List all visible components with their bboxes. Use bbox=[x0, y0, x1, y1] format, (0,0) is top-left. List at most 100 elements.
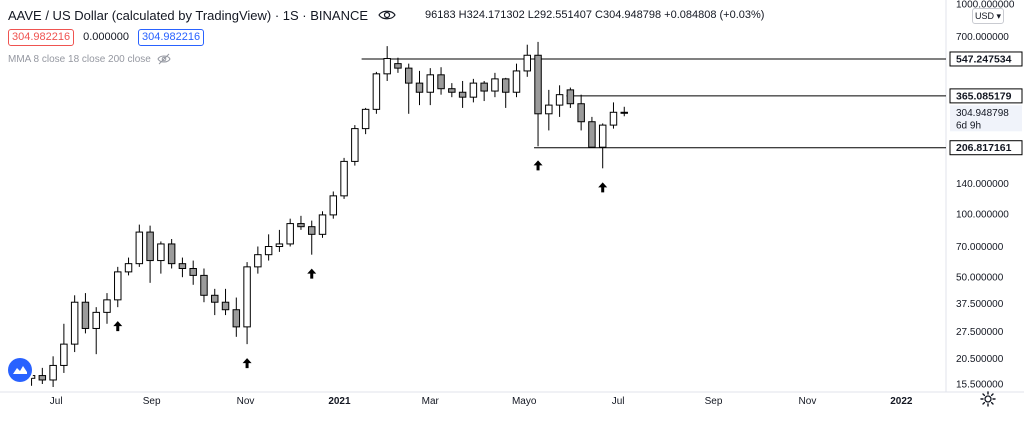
symbol-title[interactable]: AAVE / US Dollar (calculated by TradingV… bbox=[8, 7, 369, 23]
candle-up[interactable] bbox=[286, 223, 294, 245]
up-arrow-icon[interactable] bbox=[598, 182, 608, 193]
y-tick-label: 100.000000 bbox=[956, 209, 1009, 220]
level-price-badge[interactable] bbox=[949, 88, 1023, 104]
candle-up[interactable] bbox=[275, 243, 284, 248]
candle-down[interactable] bbox=[232, 309, 241, 328]
candle-up[interactable] bbox=[555, 94, 564, 106]
ohlc-readout: 96183 H324.171302 L292.551407 C304.94879… bbox=[425, 9, 765, 21]
candle-down[interactable] bbox=[415, 82, 424, 93]
arrow-markers[interactable] bbox=[113, 160, 608, 369]
x-tick-label: Nov bbox=[799, 396, 817, 407]
candle-up[interactable] bbox=[157, 243, 165, 262]
up-arrow-icon[interactable] bbox=[242, 358, 252, 369]
eye-off-icon[interactable] bbox=[157, 53, 171, 65]
candle-up[interactable] bbox=[103, 299, 111, 313]
candle-up[interactable] bbox=[469, 82, 478, 98]
candle-up[interactable] bbox=[135, 231, 144, 265]
candle-down[interactable] bbox=[620, 111, 628, 114]
candle-down[interactable] bbox=[211, 294, 219, 303]
candle-up[interactable] bbox=[383, 58, 391, 75]
current-price-badge[interactable] bbox=[950, 105, 1022, 132]
candle-up[interactable] bbox=[329, 195, 338, 216]
up-arrow-icon[interactable] bbox=[113, 321, 123, 332]
spread-value: 0.000000 bbox=[83, 31, 130, 43]
countdown-label: 6d 9h bbox=[956, 120, 981, 131]
level-price-badge[interactable] bbox=[949, 140, 1023, 156]
candle-down[interactable] bbox=[178, 263, 187, 270]
candle-down[interactable] bbox=[458, 91, 467, 98]
y-tick-label: 547.247534 bbox=[956, 53, 1012, 65]
candle-down[interactable] bbox=[394, 63, 402, 69]
x-tick-label: Mar bbox=[422, 396, 440, 407]
quote-row: 304.982216 0.000000 304.982216 bbox=[8, 29, 205, 46]
candle-down[interactable] bbox=[146, 231, 154, 262]
candle-up[interactable] bbox=[512, 70, 521, 93]
candle-down[interactable] bbox=[81, 301, 90, 329]
candle-up[interactable] bbox=[361, 108, 370, 130]
currency-button[interactable]: USD ▾ bbox=[972, 8, 1004, 24]
candle-up[interactable] bbox=[60, 343, 68, 366]
eye-icon[interactable] bbox=[378, 8, 396, 22]
x-tick-label: Mayo bbox=[512, 396, 537, 407]
candle-up[interactable] bbox=[264, 246, 273, 256]
candle-up[interactable] bbox=[609, 111, 618, 126]
candle-up[interactable] bbox=[545, 104, 553, 115]
candle-down[interactable] bbox=[501, 78, 510, 93]
bid-price[interactable]: 304.982216 bbox=[8, 29, 75, 46]
x-tick-label: 2022 bbox=[890, 396, 913, 407]
candle-up[interactable] bbox=[372, 73, 381, 110]
up-arrow-icon[interactable] bbox=[307, 268, 317, 279]
x-axis[interactable]: Jul Sep Nov 2021 Mar Mayo Jul Sep Nov 2022 bbox=[50, 396, 913, 407]
candle-down[interactable] bbox=[404, 67, 413, 84]
candle-up[interactable] bbox=[351, 128, 359, 162]
candle-up[interactable] bbox=[243, 266, 251, 328]
x-tick-label: Nov bbox=[237, 396, 255, 407]
ask-price[interactable]: 304.982216 bbox=[138, 29, 205, 46]
up-arrow-icon[interactable] bbox=[533, 160, 543, 171]
candle-up[interactable] bbox=[523, 54, 531, 72]
level-price-badge[interactable] bbox=[949, 51, 1023, 67]
candle-up[interactable] bbox=[124, 263, 133, 273]
candle-down[interactable] bbox=[534, 54, 542, 115]
indicator-legend: MMA 8 close 18 close 200 close bbox=[8, 53, 171, 65]
horizontal-levels[interactable] bbox=[361, 58, 946, 149]
candle-down[interactable] bbox=[588, 121, 596, 148]
candle-down[interactable] bbox=[308, 226, 316, 235]
gear-icon[interactable] bbox=[980, 391, 996, 407]
chevron-down-icon: ▾ bbox=[996, 11, 1002, 21]
y-tick-label: 140.000000 bbox=[956, 179, 1009, 190]
candle-up[interactable] bbox=[49, 364, 57, 381]
candle-down[interactable] bbox=[448, 88, 456, 93]
candle-down[interactable] bbox=[437, 74, 445, 90]
indicator-label[interactable]: MMA 8 close 18 close 200 close bbox=[8, 53, 151, 65]
candle-up[interactable] bbox=[340, 160, 348, 197]
candle-down[interactable] bbox=[297, 223, 305, 228]
candle-up[interactable] bbox=[70, 301, 79, 345]
candle-down[interactable] bbox=[200, 274, 208, 296]
candle-up[interactable] bbox=[598, 124, 607, 148]
candle-up[interactable] bbox=[426, 74, 435, 93]
y-tick-label: 70.000000 bbox=[956, 242, 1004, 253]
y-tick-label: 20.500000 bbox=[956, 354, 1004, 365]
candle-down[interactable] bbox=[566, 89, 575, 105]
candles[interactable] bbox=[27, 41, 628, 387]
candle-down[interactable] bbox=[189, 268, 197, 276]
candle-up[interactable] bbox=[92, 311, 100, 329]
candle-down[interactable] bbox=[480, 82, 488, 92]
candle-up[interactable] bbox=[114, 271, 122, 301]
y-tick-label: 15.500000 bbox=[956, 380, 1004, 391]
y-axis[interactable]: 1000.000000 700.000000 547.247534 365.08517… bbox=[949, 0, 1023, 391]
candle-up[interactable] bbox=[254, 254, 262, 268]
candle-up[interactable] bbox=[318, 214, 327, 235]
candle-down[interactable] bbox=[577, 103, 585, 123]
candle-down[interactable] bbox=[38, 375, 47, 381]
candle-down[interactable] bbox=[167, 243, 176, 265]
x-tick-label: 2021 bbox=[328, 396, 351, 407]
candle-down[interactable] bbox=[221, 301, 230, 311]
tradingview-logo-icon[interactable] bbox=[8, 358, 32, 382]
y-tick-label: 206.817161 bbox=[956, 142, 1012, 154]
y-tick-label: 365.085179 bbox=[956, 90, 1012, 102]
candle-up[interactable] bbox=[491, 78, 499, 92]
